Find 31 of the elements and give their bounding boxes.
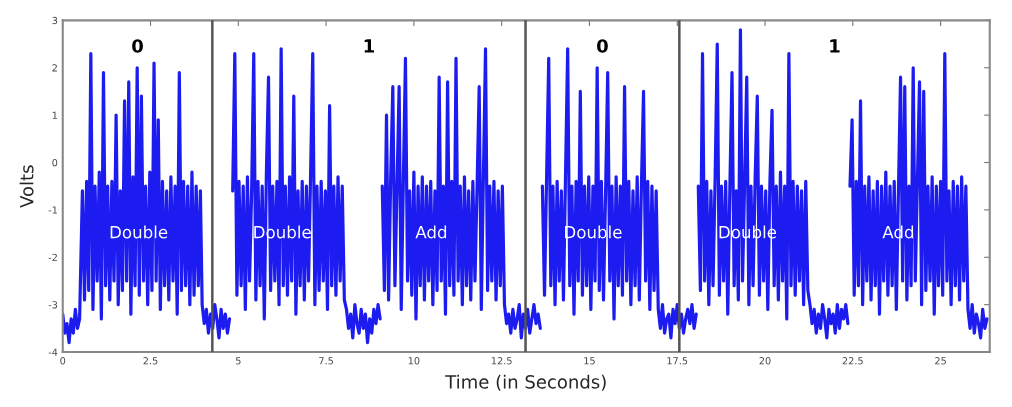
line-series	[848, 51, 989, 340]
annotation: 0	[597, 39, 608, 53]
x-tick-label: 20	[759, 357, 771, 365]
x-axis-title: Time (in Seconds)	[445, 374, 606, 391]
x-tick-label: 10	[408, 357, 420, 365]
line-series	[380, 47, 542, 340]
x-tick-label: 7.5	[319, 357, 333, 365]
y-axis-title: Volts	[19, 165, 34, 208]
x-tick-label: 5	[235, 357, 241, 365]
x-tick-label: 17.5	[667, 357, 688, 365]
x-tick-label: 15	[584, 357, 595, 365]
x-tick-label: 2.5	[143, 357, 158, 365]
y-tick-label: 3	[52, 16, 58, 25]
annotation: 1	[830, 39, 840, 53]
x-tick-label: 22.5	[842, 357, 863, 365]
y-tick-label: -3	[48, 301, 58, 309]
annotation: 0	[132, 39, 143, 53]
x-tick-label: 25	[935, 357, 946, 365]
line-series	[62, 51, 232, 345]
annotation: Add	[415, 225, 447, 239]
y-tick-label: -4	[48, 348, 58, 356]
y-tick-label: 0	[52, 158, 58, 167]
x-tick-label: 12.5	[491, 357, 512, 365]
line-series	[696, 28, 850, 340]
y-tick-label: 2	[52, 64, 57, 72]
y-tick-label: -2	[48, 253, 57, 261]
y-tick-label: 1	[52, 111, 57, 119]
annotation: Double	[110, 225, 168, 239]
annotation: 1	[364, 39, 374, 53]
x-tick-label: 0	[60, 357, 66, 365]
y-tick-label: -1	[48, 206, 57, 214]
